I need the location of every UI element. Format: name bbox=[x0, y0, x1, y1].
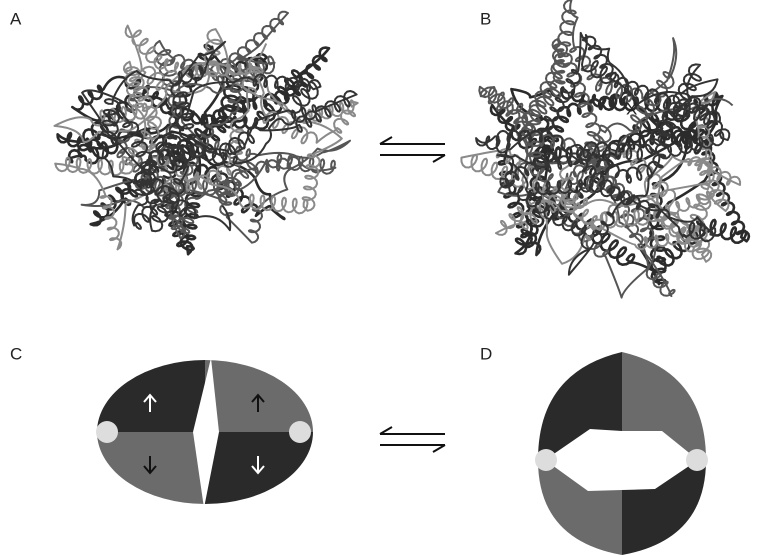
protein-structure-b bbox=[461, 0, 749, 298]
panel-label: D bbox=[480, 344, 492, 363]
schematic-d bbox=[530, 345, 714, 555]
panel-label: C bbox=[10, 344, 22, 363]
annotation: X bbox=[626, 99, 637, 118]
panel-label: A bbox=[10, 9, 22, 28]
panel-label: B bbox=[480, 9, 491, 28]
schematic-c bbox=[95, 358, 315, 508]
figure: A B C D X bbox=[0, 0, 770, 555]
protein-structure-a bbox=[55, 12, 358, 255]
equilibrium-arrows bbox=[380, 137, 445, 452]
